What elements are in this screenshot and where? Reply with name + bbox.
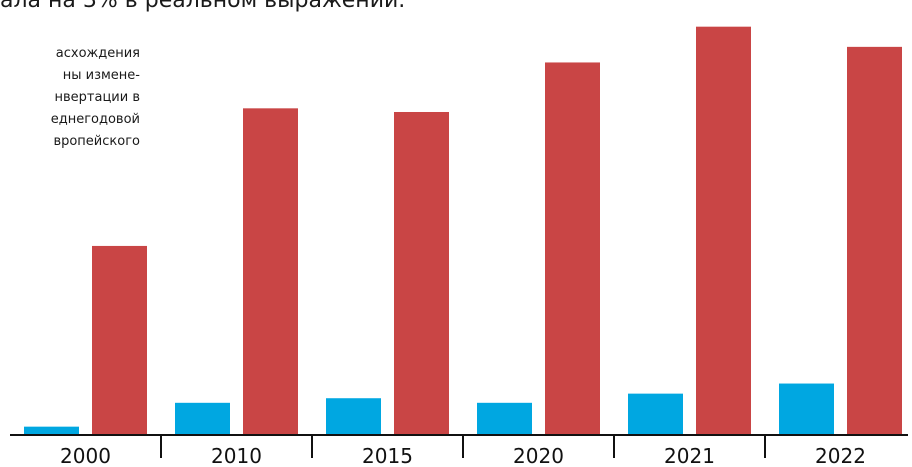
bar-series-a-2020 (477, 402, 532, 434)
bar-series-a-2015 (326, 398, 381, 434)
footnote-line: еднегодовой (50, 112, 140, 127)
bar-series-b-2015 (394, 111, 449, 434)
bar-series-b-2020 (545, 62, 600, 435)
x-tick-label-2015: 2015 (362, 444, 413, 467)
bar-series-b-2022 (847, 46, 902, 434)
x-tick-label-2000: 2000 (60, 444, 111, 467)
x-tick-label-2022: 2022 (815, 444, 866, 467)
bar-series-a-2021 (628, 393, 683, 434)
bar-series-b-2021 (696, 26, 751, 435)
footnote-line: ны измене- (62, 68, 140, 83)
x-tick-label-2020: 2020 (513, 444, 564, 467)
footnote-line: асхождения (55, 46, 140, 61)
bar-series-a-2010 (175, 402, 230, 434)
x-tick-label-2021: 2021 (664, 444, 715, 467)
bar-series-a-2022 (779, 383, 834, 434)
bars-layer (24, 26, 902, 435)
footnote-line: вропейского (53, 134, 140, 149)
bar-series-b-2010 (243, 108, 298, 435)
footnote-line: нвертации в (54, 90, 141, 105)
headline-fragment: ала на 3% в реальном выражении. (0, 0, 406, 13)
bar-series-a-2000 (24, 426, 79, 434)
x-tick-labels: 2000 2010 2015 2020 2021 2022 (60, 444, 866, 467)
category-separators (160, 434, 766, 458)
bar-series-b-2000 (92, 245, 147, 434)
footnote: асхождения ны измене- нвертации в еднего… (0, 44, 140, 154)
x-tick-label-2010: 2010 (211, 444, 262, 467)
